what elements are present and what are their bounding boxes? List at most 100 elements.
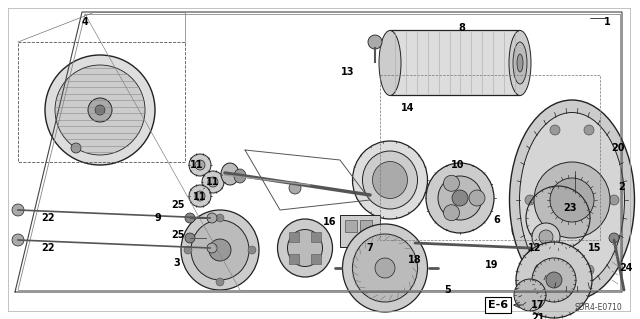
Circle shape: [216, 278, 224, 286]
Text: 24: 24: [620, 263, 633, 273]
Ellipse shape: [353, 234, 417, 302]
Circle shape: [609, 233, 619, 243]
Circle shape: [208, 177, 218, 187]
Ellipse shape: [513, 42, 527, 84]
Circle shape: [517, 225, 527, 235]
Circle shape: [550, 125, 560, 135]
Ellipse shape: [509, 31, 531, 95]
Circle shape: [609, 195, 619, 205]
Circle shape: [516, 242, 592, 318]
Text: 15: 15: [588, 243, 602, 253]
Circle shape: [570, 149, 586, 165]
Circle shape: [514, 279, 546, 311]
Circle shape: [525, 195, 535, 205]
Circle shape: [395, 235, 405, 245]
Ellipse shape: [234, 169, 246, 183]
Ellipse shape: [191, 220, 249, 280]
Text: 20: 20: [611, 143, 625, 153]
Circle shape: [12, 234, 24, 246]
Circle shape: [512, 220, 532, 240]
Text: 7: 7: [367, 243, 373, 253]
Text: 18: 18: [408, 255, 422, 265]
Circle shape: [438, 176, 482, 220]
Circle shape: [539, 230, 553, 244]
Text: 19: 19: [485, 260, 499, 270]
Text: SDR4-E0710: SDR4-E0710: [574, 303, 622, 313]
Text: 22: 22: [41, 243, 55, 253]
Ellipse shape: [407, 238, 419, 248]
Text: 25: 25: [172, 200, 185, 210]
Circle shape: [534, 162, 610, 238]
Ellipse shape: [342, 224, 428, 312]
Circle shape: [584, 265, 594, 275]
Text: 16: 16: [323, 217, 337, 227]
Text: 10: 10: [451, 160, 465, 170]
Circle shape: [444, 175, 460, 191]
Text: 9: 9: [155, 213, 161, 223]
Text: 22: 22: [41, 213, 55, 223]
Bar: [528, 140, 596, 205]
Circle shape: [289, 182, 301, 194]
Text: 11: 11: [193, 192, 207, 202]
Text: 21: 21: [531, 313, 545, 319]
Ellipse shape: [509, 100, 634, 300]
Text: 13: 13: [341, 67, 355, 77]
Ellipse shape: [221, 163, 239, 185]
Circle shape: [12, 204, 24, 216]
Text: 2: 2: [619, 182, 625, 192]
Text: 4: 4: [82, 17, 88, 27]
Circle shape: [189, 185, 211, 207]
Circle shape: [185, 213, 195, 223]
Circle shape: [532, 223, 560, 251]
Ellipse shape: [520, 113, 625, 287]
Text: 14: 14: [401, 103, 415, 113]
Ellipse shape: [379, 31, 401, 95]
Bar: [310, 233, 321, 242]
Text: 11: 11: [190, 160, 204, 170]
Bar: [345, 220, 357, 232]
Circle shape: [542, 149, 558, 165]
Circle shape: [452, 190, 468, 206]
Circle shape: [88, 98, 112, 122]
Circle shape: [444, 205, 460, 221]
Circle shape: [207, 213, 217, 223]
Ellipse shape: [426, 163, 494, 233]
Text: 3: 3: [173, 258, 180, 268]
Ellipse shape: [362, 151, 417, 209]
Circle shape: [550, 265, 560, 275]
Circle shape: [584, 125, 594, 135]
Bar: [340, 215, 380, 247]
Text: 5: 5: [445, 285, 451, 295]
Bar: [390, 30, 520, 95]
Circle shape: [195, 191, 205, 201]
Circle shape: [95, 105, 105, 115]
Circle shape: [202, 171, 224, 193]
Circle shape: [216, 214, 224, 222]
Text: 17: 17: [531, 300, 545, 310]
Circle shape: [532, 258, 576, 302]
Bar: [289, 254, 300, 263]
Ellipse shape: [278, 219, 333, 277]
Text: 6: 6: [493, 215, 500, 225]
Ellipse shape: [45, 55, 155, 165]
Ellipse shape: [353, 141, 428, 219]
Circle shape: [550, 178, 594, 222]
Circle shape: [248, 246, 256, 254]
Ellipse shape: [372, 161, 408, 198]
Circle shape: [189, 154, 211, 176]
Circle shape: [195, 160, 205, 170]
Ellipse shape: [181, 210, 259, 290]
Text: 23: 23: [563, 203, 577, 213]
Ellipse shape: [55, 65, 145, 155]
Circle shape: [469, 190, 485, 206]
Circle shape: [546, 272, 562, 288]
Ellipse shape: [287, 229, 323, 266]
Circle shape: [71, 143, 81, 153]
Text: 8: 8: [459, 23, 465, 33]
Circle shape: [184, 246, 192, 254]
Ellipse shape: [517, 54, 523, 72]
Bar: [360, 220, 372, 232]
Circle shape: [368, 35, 382, 49]
Text: E-6: E-6: [488, 300, 508, 310]
Text: 1: 1: [604, 17, 611, 27]
